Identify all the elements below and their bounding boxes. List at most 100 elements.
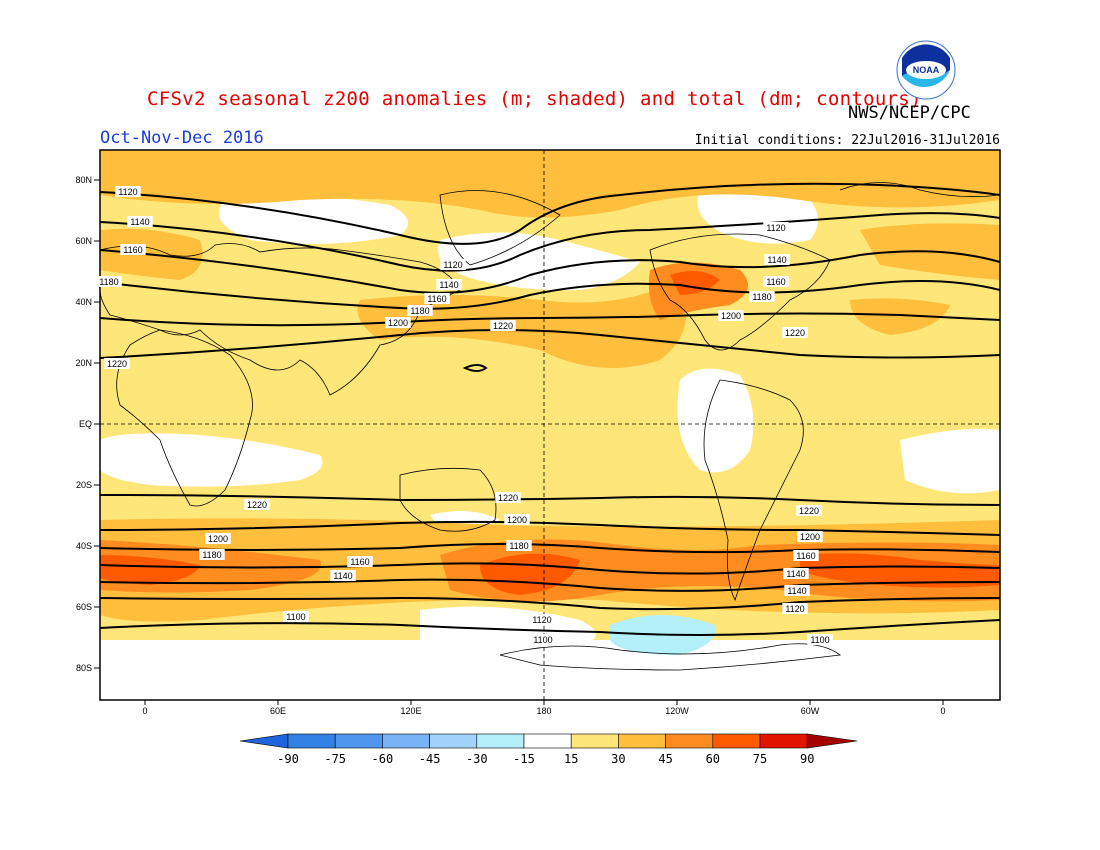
contour-label-text: 1120: [118, 187, 137, 197]
colorbar-tick-label: 60: [706, 752, 720, 766]
contour-label: 1220: [782, 327, 808, 338]
shade-orange-natlantic: [850, 298, 950, 335]
lat-tick-label: 60S: [76, 602, 92, 612]
longitude-ticks: 0 60E 120E 180 120W 60W 0: [142, 700, 946, 716]
colorbar-box: [523, 733, 572, 749]
contour-label-bg: [782, 327, 808, 338]
colorbar-box: [712, 733, 761, 749]
contour-label-text: 1100: [533, 635, 552, 645]
contour-label-bg: [749, 291, 775, 302]
contour-label-text: 1100: [286, 612, 305, 622]
contour-label: 1120: [440, 259, 466, 270]
colorbar-tick-label: -30: [466, 752, 488, 766]
contour-label-bg: [424, 293, 450, 304]
contour-label-text: 1200: [507, 515, 527, 525]
contour-label-text: 1220: [247, 500, 267, 510]
contour-label-bg: [490, 320, 516, 331]
contour-label: 1220: [244, 499, 270, 510]
contour-label: 1220: [104, 358, 130, 369]
contour-label-text: 1220: [785, 328, 805, 338]
contour-label-text: 1140: [130, 217, 149, 227]
colorbar-boxes: [239, 733, 858, 749]
contour-line: [100, 494, 1000, 506]
colorbar-box: [665, 733, 714, 749]
contour-label-text: 1220: [799, 506, 819, 516]
contour-label: 1160: [120, 244, 146, 255]
contour-label: 1120: [115, 186, 141, 197]
contour-label: 1140: [436, 279, 462, 290]
lat-tick-label: 40S: [76, 541, 92, 551]
contour-label-bg: [763, 222, 789, 233]
contour-label-bg: [718, 310, 744, 321]
contour-label: 1140: [330, 570, 356, 581]
contour-label: 1180: [749, 291, 775, 302]
agency-label: NWS/NCEP/CPC: [848, 103, 971, 123]
contour-label: 1140: [127, 216, 153, 227]
contour-label: 1120: [782, 603, 808, 614]
contour-label-text: 1200: [388, 318, 408, 328]
colorbar-tick-label: -90: [277, 752, 299, 766]
contour-label: 1180: [96, 276, 122, 287]
colorbar-tick-label: 75: [753, 752, 767, 766]
contour-line: [100, 543, 1000, 554]
contour-label-text: 1160: [766, 277, 785, 287]
contour-label-text: 1160: [796, 551, 815, 561]
contour-label: 1160: [347, 556, 373, 567]
shade-red-sindian: [100, 555, 200, 585]
colorbar-tick-label: 45: [658, 752, 672, 766]
contour-line: [100, 249, 1000, 294]
contour-label-bg: [504, 514, 530, 525]
contour-label-bg: [283, 611, 309, 622]
contour-label-bg: [796, 505, 822, 516]
lon-tick-label: 60W: [801, 706, 820, 716]
shade-white-samerica: [677, 368, 754, 473]
contour-label-text: 1120: [443, 260, 462, 270]
colorbar-box: [759, 733, 808, 749]
contour-label-text: 1180: [202, 550, 221, 560]
contour-label: 1220: [490, 320, 516, 331]
shade-white-siberia: [218, 193, 408, 244]
lat-tick-label: 40N: [75, 297, 92, 307]
colorbar-box: [429, 733, 478, 749]
contour-label-bg: [436, 279, 462, 290]
colorbar-box: [287, 733, 336, 749]
contour-label: 1200: [797, 531, 823, 542]
contour-line: [100, 280, 1000, 310]
shade-white-atlantic: [900, 428, 1000, 494]
contour-label-text: 1200: [208, 534, 228, 544]
contour-line: [100, 596, 1000, 611]
contour-line: [100, 312, 1000, 327]
contour-label-text: 1140: [786, 569, 805, 579]
contour-label-text: 1140: [767, 255, 786, 265]
contour-label: 1120: [763, 222, 789, 233]
shade-red-satlantic: [800, 553, 1000, 588]
lat-tick-label: 80S: [76, 663, 92, 673]
map-frame: [99, 149, 1001, 701]
contour-label: 1160: [763, 276, 789, 287]
contour-label-text: 1140: [439, 280, 458, 290]
contour-label-bg: [115, 186, 141, 197]
contour-label-text: 1160: [123, 245, 142, 255]
contour-label: 1200: [504, 514, 530, 525]
shade-white-africa: [100, 433, 323, 487]
contour-label: 1120: [529, 614, 555, 625]
colorbar-arrow-left: [239, 733, 289, 749]
contour-label-text: 1100: [810, 635, 829, 645]
colorbar-tick-label: 15: [564, 752, 578, 766]
noaa-logo-icon: NOAA: [896, 40, 956, 100]
contour-label-bg: [96, 276, 122, 287]
lon-tick-label: 120E: [400, 706, 421, 716]
contour-label-bg: [783, 568, 809, 579]
contour-label-text: 1180: [509, 541, 528, 551]
logo-text: NOAA: [913, 65, 940, 75]
contour-label-text: 1140: [787, 586, 806, 596]
contour-label-text: 1140: [333, 571, 352, 581]
contour-label-bg: [407, 305, 433, 316]
contour-label-text: 1200: [800, 532, 820, 542]
contour-label-bg: [385, 317, 411, 328]
shade-white-npacific: [438, 232, 640, 291]
colorbar-box: [476, 733, 525, 749]
contour-label-bg: [330, 570, 356, 581]
colorbar-tick-label: -15: [513, 752, 535, 766]
contour-label: 1200: [718, 310, 744, 321]
